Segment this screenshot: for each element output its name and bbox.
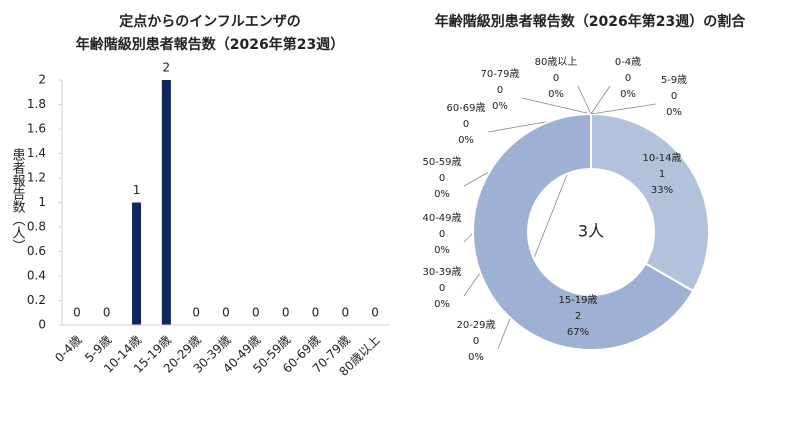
y-tick-label: 1.6: [27, 122, 46, 136]
data-label: 2: [163, 61, 171, 75]
slice-category: 50-59歳: [422, 156, 461, 168]
data-label: 0: [222, 306, 230, 320]
slice-percent: 0%: [620, 89, 636, 100]
y-tick-label: 0: [38, 318, 46, 332]
x-tick-label: 0-4歳: [52, 333, 84, 365]
slice-percent: 0%: [434, 299, 450, 310]
y-tick-label: 0.6: [27, 244, 46, 258]
y-tick-label: 1.4: [27, 146, 46, 160]
slice-category: 40-49歳: [422, 212, 461, 224]
y-tick-label: 2: [38, 73, 46, 87]
slice-value: 0: [671, 91, 677, 102]
slice-percent: 0%: [666, 107, 682, 118]
slice-percent: 0%: [434, 245, 450, 256]
y-axis-label: 患者報告数（人）: [10, 148, 26, 252]
slice-value: 0: [497, 85, 503, 96]
bar: [132, 202, 142, 325]
slice-value: 0: [439, 229, 445, 240]
slice-value: 1: [659, 169, 665, 180]
y-tick-label: 1.2: [27, 171, 46, 185]
slice-value: 0: [625, 73, 631, 84]
slice-category: 80歳以上: [535, 56, 578, 68]
data-label: 0: [371, 306, 379, 320]
bar: [161, 80, 171, 325]
slice-value: 0: [553, 73, 559, 84]
data-label: 0: [192, 306, 200, 320]
slice-category: 0-4歳: [615, 56, 641, 68]
leader-line: [521, 97, 592, 115]
slice-category: 70-79歳: [480, 68, 519, 80]
slice-value: 0: [473, 336, 479, 347]
data-label: 0: [282, 306, 290, 320]
slice-category: 10-14歳: [642, 152, 681, 164]
y-tick-label: 1: [38, 195, 46, 209]
slice-category: 5-9歳: [661, 74, 687, 86]
slice-percent: 67%: [567, 327, 589, 338]
slice: [472, 112, 695, 351]
slice-percent: 33%: [651, 185, 673, 196]
slice-value: 0: [463, 119, 469, 130]
slice-percent: 0%: [468, 352, 484, 363]
bar-title: 年齢階級別患者報告数（2026年第23週）: [76, 36, 344, 53]
slice-value: 0: [439, 173, 445, 184]
center-label: 3人: [578, 222, 604, 241]
y-tick-label: 0.4: [27, 269, 46, 283]
leader-line: [590, 85, 611, 115]
y-tick-label: 1.8: [27, 97, 46, 111]
bar-title: 定点からのインフルエンザの: [119, 13, 301, 30]
data-label: 0: [252, 306, 260, 320]
leader-line: [590, 103, 657, 115]
data-label: 0: [312, 306, 320, 320]
data-label: 0: [341, 306, 349, 320]
slice-category: 30-39歳: [422, 266, 461, 278]
data-label: 1: [133, 183, 141, 197]
y-tick-label: 0.8: [27, 220, 46, 234]
slice-category: 15-19歳: [558, 294, 597, 306]
leader-line: [577, 85, 592, 115]
pie-title: 年齢階級別患者報告数（2026年第23週）の割合: [435, 13, 746, 30]
slice-percent: 0%: [548, 89, 564, 100]
slice-category: 60-69歳: [446, 102, 485, 114]
slice-value: 0: [439, 283, 445, 294]
slice-percent: 0%: [458, 135, 474, 146]
slice-percent: 0%: [492, 101, 508, 112]
slice-category: 20-29歳: [456, 319, 495, 331]
data-label: 0: [73, 306, 81, 320]
slice-value: 2: [575, 311, 581, 322]
y-tick-label: 0.2: [27, 293, 46, 307]
slice-percent: 0%: [434, 189, 450, 200]
data-label: 0: [103, 306, 111, 320]
slice: [590, 112, 710, 293]
